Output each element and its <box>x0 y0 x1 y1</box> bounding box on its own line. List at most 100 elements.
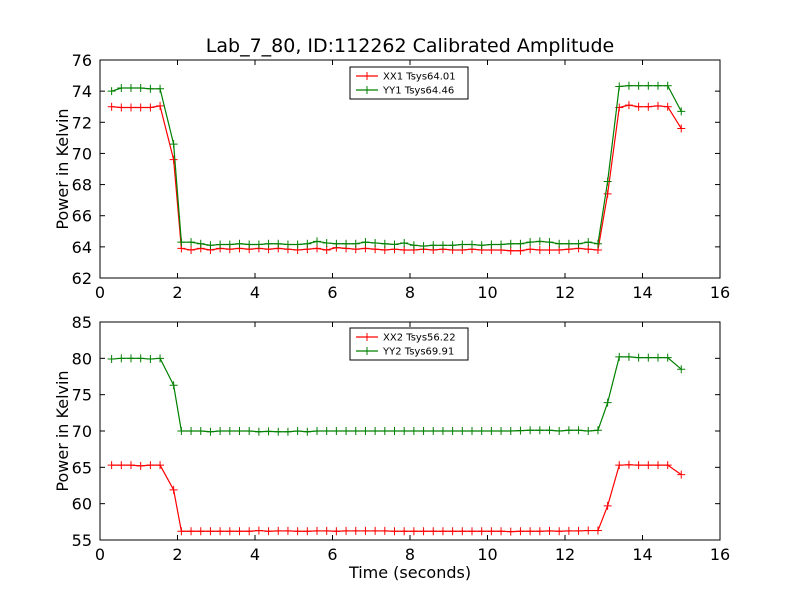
x-tick-label: 16 <box>710 545 730 564</box>
y-tick-label: 75 <box>72 386 92 405</box>
data-point-2-2-5 <box>146 355 155 364</box>
data-point-2-1-52 <box>603 501 612 510</box>
data-point-2-2-27 <box>361 427 370 435</box>
legend-marker <box>363 347 371 355</box>
x-tick-label: 12 <box>555 545 575 564</box>
data-point-1-1-54 <box>624 101 633 110</box>
data-point-2-2-10 <box>196 427 205 435</box>
data-point-1-2-20 <box>293 240 302 249</box>
data-point-2-2-21 <box>303 427 312 436</box>
y-tick-label: 60 <box>72 495 92 514</box>
data-point-1-2-36 <box>448 241 457 250</box>
data-point-2-1-34 <box>429 527 438 536</box>
data-point-1-2-31 <box>400 238 409 247</box>
data-point-2-1-43 <box>516 527 525 536</box>
data-point-1-2-3 <box>127 84 135 93</box>
data-point-1-2-14 <box>235 239 244 248</box>
y-tick-label: 76 <box>72 51 92 70</box>
data-point-1-1-2 <box>117 103 126 112</box>
y-tick-label: 85 <box>72 313 92 332</box>
series-line-1-2 <box>111 85 682 247</box>
data-point-1-2-57 <box>654 81 662 90</box>
data-point-1-2-27 <box>361 238 370 247</box>
data-point-2-1-10 <box>196 527 205 536</box>
data-point-1-1-45 <box>535 245 544 254</box>
data-point-2-2-28 <box>371 427 380 435</box>
data-point-2-1-18 <box>274 526 283 535</box>
series-line-1-1 <box>111 104 682 252</box>
x-tick-label: 16 <box>710 283 730 302</box>
data-point-1-2-48 <box>564 239 573 248</box>
y-axis-label: Power in Kelvin <box>53 108 72 229</box>
data-point-2-2-17 <box>264 427 273 436</box>
y-tick-label: 55 <box>72 531 92 550</box>
data-point-2-1-23 <box>322 526 331 535</box>
data-point-1-1-56 <box>644 102 653 111</box>
data-point-1-2-7 <box>169 140 178 149</box>
data-point-1-1-23 <box>322 245 331 254</box>
data-point-2-2-3 <box>127 354 135 363</box>
data-point-2-2-34 <box>429 427 438 435</box>
data-point-2-1-6 <box>156 461 165 470</box>
data-point-1-1-59 <box>677 124 686 133</box>
data-point-2-1-36 <box>448 527 457 536</box>
data-point-1-1-52 <box>603 189 612 198</box>
data-point-1-2-9 <box>187 238 196 247</box>
data-point-2-1-56 <box>644 461 653 470</box>
data-point-2-2-42 <box>506 427 515 435</box>
data-point-2-1-17 <box>264 527 273 536</box>
data-point-1-2-11 <box>206 241 215 250</box>
chart-panel-2: 0 2 4 6 8 10 12 14 16 55 60 65 70 75 80 85 Power in Kelv… <box>53 313 730 582</box>
data-point-2-2-32 <box>409 427 418 435</box>
data-point-2-1-45 <box>535 527 544 536</box>
data-point-1-2-15 <box>245 240 254 249</box>
data-point-2-2-46 <box>545 426 554 435</box>
legend: XX1 Tsys64.01 YY1 Tsys64.46 <box>349 66 469 100</box>
data-point-2-1-3 <box>127 461 135 470</box>
y-tick-label: 70 <box>72 144 92 163</box>
x-tick-label: 10 <box>477 545 497 564</box>
data-point-2-1-4 <box>136 461 145 470</box>
data-point-2-2-11 <box>206 427 215 436</box>
data-point-2-1-33 <box>419 527 428 536</box>
data-point-2-2-4 <box>136 354 145 363</box>
data-point-2-1-8 <box>177 527 186 536</box>
y-tick-label: 65 <box>72 458 92 477</box>
data-point-1-2-1 <box>107 87 116 96</box>
data-point-2-2-52 <box>603 398 612 407</box>
data-point-2-1-42 <box>506 527 515 536</box>
data-point-1-2-44 <box>526 238 535 247</box>
data-point-1-1-6 <box>156 101 165 110</box>
data-point-1-2-25 <box>342 239 351 248</box>
data-point-2-1-27 <box>361 526 370 535</box>
data-point-2-1-2 <box>117 461 126 470</box>
data-point-2-1-47 <box>555 527 564 536</box>
data-point-1-2-45 <box>535 237 544 246</box>
data-point-1-2-56 <box>644 81 653 90</box>
data-point-2-1-29 <box>380 526 389 535</box>
data-point-2-2-47 <box>555 427 564 435</box>
data-point-1-2-30 <box>390 240 399 249</box>
data-point-2-1-16 <box>254 526 263 535</box>
data-point-2-2-37 <box>458 427 467 435</box>
data-point-1-2-22 <box>313 237 321 246</box>
data-point-1-2-12 <box>216 240 225 249</box>
data-point-1-2-6 <box>156 84 165 93</box>
legend-label: XX2 Tsys56.22 <box>383 333 456 344</box>
data-point-2-1-21 <box>303 527 312 536</box>
data-point-2-1-12 <box>216 527 225 536</box>
data-point-2-2-54 <box>624 352 633 361</box>
data-point-2-2-25 <box>342 427 351 435</box>
data-point-2-1-11 <box>206 527 215 536</box>
data-point-2-2-12 <box>216 427 225 435</box>
legend: XX2 Tsys56.22 YY2 Tsys69.91 <box>349 327 469 361</box>
data-point-2-2-14 <box>235 427 244 435</box>
x-tick-label: 8 <box>405 545 415 564</box>
x-tick-label: 2 <box>172 545 182 564</box>
data-point-1-2-33 <box>419 242 428 251</box>
data-point-2-2-1 <box>107 355 116 364</box>
x-tick-label: 0 <box>95 545 105 564</box>
data-point-2-2-22 <box>313 427 321 435</box>
legend-label: YY2 Tsys69.91 <box>382 347 454 358</box>
data-point-1-2-55 <box>634 81 643 90</box>
